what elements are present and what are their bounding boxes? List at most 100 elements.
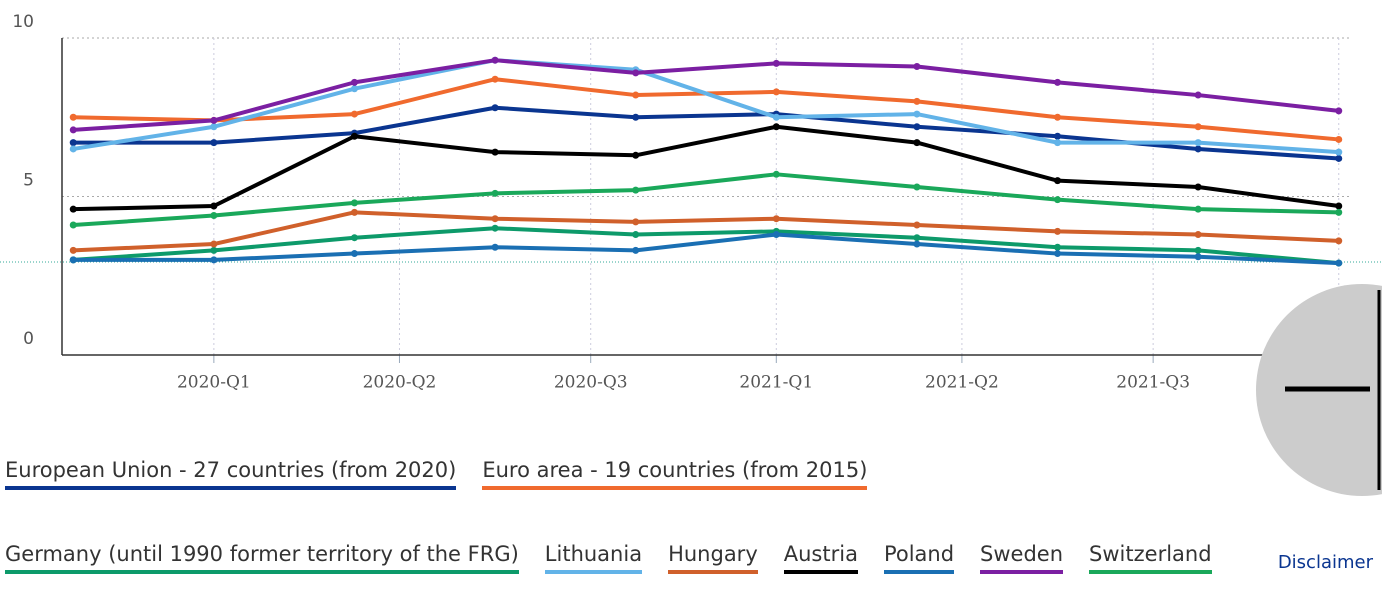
point	[1194, 246, 1202, 254]
point	[491, 243, 499, 251]
point	[491, 148, 499, 156]
point	[1194, 145, 1202, 153]
y-tick-label: 5	[23, 171, 34, 191]
point	[1054, 250, 1062, 258]
point	[1054, 113, 1062, 121]
point	[1194, 123, 1202, 131]
legend-item[interactable]: Lithuania	[544, 542, 643, 574]
series-line	[72, 58, 1339, 155]
point	[69, 139, 77, 147]
point	[210, 246, 218, 254]
point	[491, 224, 499, 232]
series-line	[73, 232, 1339, 266]
legend: European Union - 27 countries (from 2020…	[5, 458, 1265, 574]
point	[632, 113, 640, 121]
legend-item[interactable]: Switzerland	[1089, 542, 1212, 574]
legend-item[interactable]: Euro area - 19 countries (from 2015)	[482, 458, 868, 490]
legend-item[interactable]: Sweden	[980, 542, 1064, 574]
point	[772, 170, 780, 178]
point	[1194, 205, 1202, 213]
point	[772, 59, 780, 67]
point	[210, 212, 218, 220]
point	[913, 183, 921, 191]
legend-item[interactable]: Austria	[783, 542, 858, 574]
point	[350, 199, 358, 207]
point	[913, 63, 921, 71]
point	[1054, 177, 1062, 185]
point	[69, 113, 77, 121]
legend-item[interactable]: Germany (until 1990 former territory of …	[5, 542, 519, 574]
point	[913, 139, 921, 147]
point	[1054, 243, 1062, 251]
point	[632, 231, 640, 239]
point	[350, 78, 358, 86]
point	[69, 145, 77, 153]
point	[913, 221, 921, 229]
legend-item[interactable]: Hungary	[668, 542, 758, 574]
point	[772, 231, 780, 239]
point	[1335, 148, 1343, 156]
point	[491, 56, 499, 64]
series-line	[73, 210, 1339, 253]
point	[210, 202, 218, 210]
point	[350, 132, 358, 140]
point	[772, 113, 780, 121]
point	[632, 151, 640, 159]
point	[772, 215, 780, 223]
series-line	[73, 124, 1340, 212]
legend-item[interactable]: European Union - 27 countries (from 2020…	[5, 458, 457, 490]
point	[1194, 183, 1202, 191]
y-tick-label: 10	[12, 12, 34, 32]
series-line	[73, 77, 1339, 142]
point	[350, 85, 358, 93]
disclaimer-link[interactable]: Disclaimer	[1277, 552, 1373, 573]
series-line	[73, 58, 1339, 132]
point	[772, 88, 780, 96]
x-tick-label: 2020-Q2	[363, 373, 437, 393]
point	[913, 234, 921, 242]
point	[1054, 227, 1062, 235]
x-tick-label: 2021-Q3	[1116, 373, 1190, 393]
point	[491, 75, 499, 83]
point	[350, 250, 358, 258]
point	[491, 215, 499, 223]
point	[491, 104, 499, 112]
point	[210, 116, 218, 124]
point	[632, 246, 640, 254]
series-line	[73, 172, 1339, 228]
point	[1335, 202, 1343, 210]
x-tick-label: 2021-Q1	[739, 373, 813, 393]
point	[69, 246, 77, 254]
point	[350, 110, 358, 118]
point	[772, 123, 780, 131]
point	[1194, 253, 1202, 261]
point	[350, 208, 358, 216]
point	[1335, 135, 1343, 143]
point	[632, 186, 640, 194]
point	[632, 91, 640, 99]
point	[1335, 107, 1343, 115]
x-tick-label: 2021-Q2	[925, 373, 999, 393]
point	[210, 240, 218, 248]
point	[1054, 139, 1062, 147]
series-line	[73, 226, 1339, 266]
point	[69, 205, 77, 213]
x-tick-label: 2020-Q3	[554, 373, 628, 393]
point	[913, 240, 921, 248]
legend-item[interactable]: Poland	[883, 542, 955, 574]
point	[1054, 78, 1062, 86]
point	[632, 69, 640, 77]
point	[350, 234, 358, 242]
point	[1054, 196, 1062, 204]
point	[1194, 231, 1202, 239]
point	[69, 256, 77, 264]
point	[491, 189, 499, 197]
point	[1335, 208, 1343, 216]
point	[913, 110, 921, 118]
point	[1335, 259, 1343, 267]
point	[1194, 91, 1202, 99]
x-tick-label: 2020-Q1	[177, 373, 251, 393]
point	[210, 123, 218, 131]
